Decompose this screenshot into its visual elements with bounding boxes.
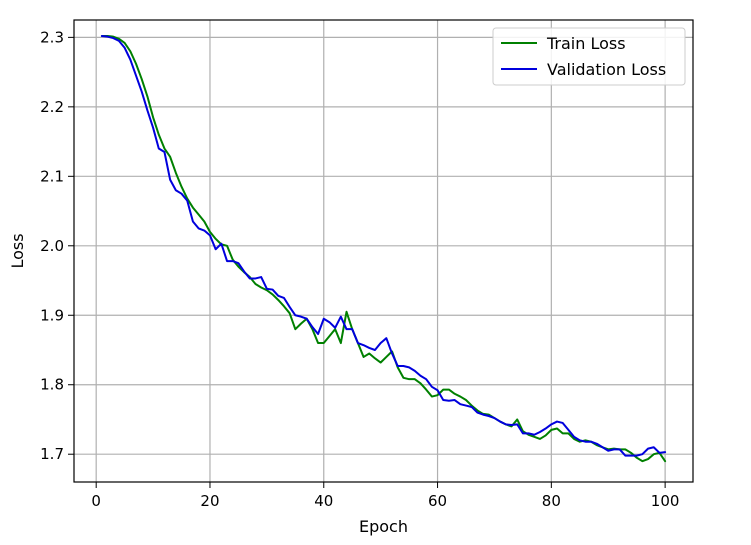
y-tick-label: 2.0 xyxy=(40,237,64,255)
legend: Train Loss Validation Loss xyxy=(492,27,686,86)
legend-train-label: Train Loss xyxy=(546,34,626,53)
x-axis: 0 20 40 60 80 100 xyxy=(91,482,679,510)
grid-lines xyxy=(74,20,693,482)
y-tick-label: 2.3 xyxy=(40,28,64,46)
legend-box xyxy=(492,27,686,86)
x-tick-label: 0 xyxy=(91,492,101,510)
x-tick-label: 100 xyxy=(651,492,680,510)
plot-background xyxy=(74,20,693,482)
y-tick-label: 2.2 xyxy=(40,98,64,116)
train-loss-line xyxy=(100,34,667,463)
validation-loss-line xyxy=(100,34,667,457)
x-tick-label: 40 xyxy=(314,492,333,510)
x-tick-label: 20 xyxy=(200,492,219,510)
legend-validation-label: Validation Loss xyxy=(547,60,666,79)
y-tick-label: 2.1 xyxy=(40,167,64,185)
plot-frame xyxy=(73,19,694,483)
x-axis-label: Epoch xyxy=(359,517,408,536)
y-axis: 1.7 1.8 1.9 2.0 2.1 2.2 2.3 xyxy=(40,28,74,463)
x-tick-label: 80 xyxy=(542,492,561,510)
y-tick-label: 1.8 xyxy=(40,376,64,394)
y-tick-label: 1.9 xyxy=(40,306,64,324)
series-layer xyxy=(100,34,667,463)
x-tick-label: 60 xyxy=(428,492,447,510)
y-tick-label: 1.7 xyxy=(40,445,64,463)
y-axis-label: Loss xyxy=(8,233,27,268)
